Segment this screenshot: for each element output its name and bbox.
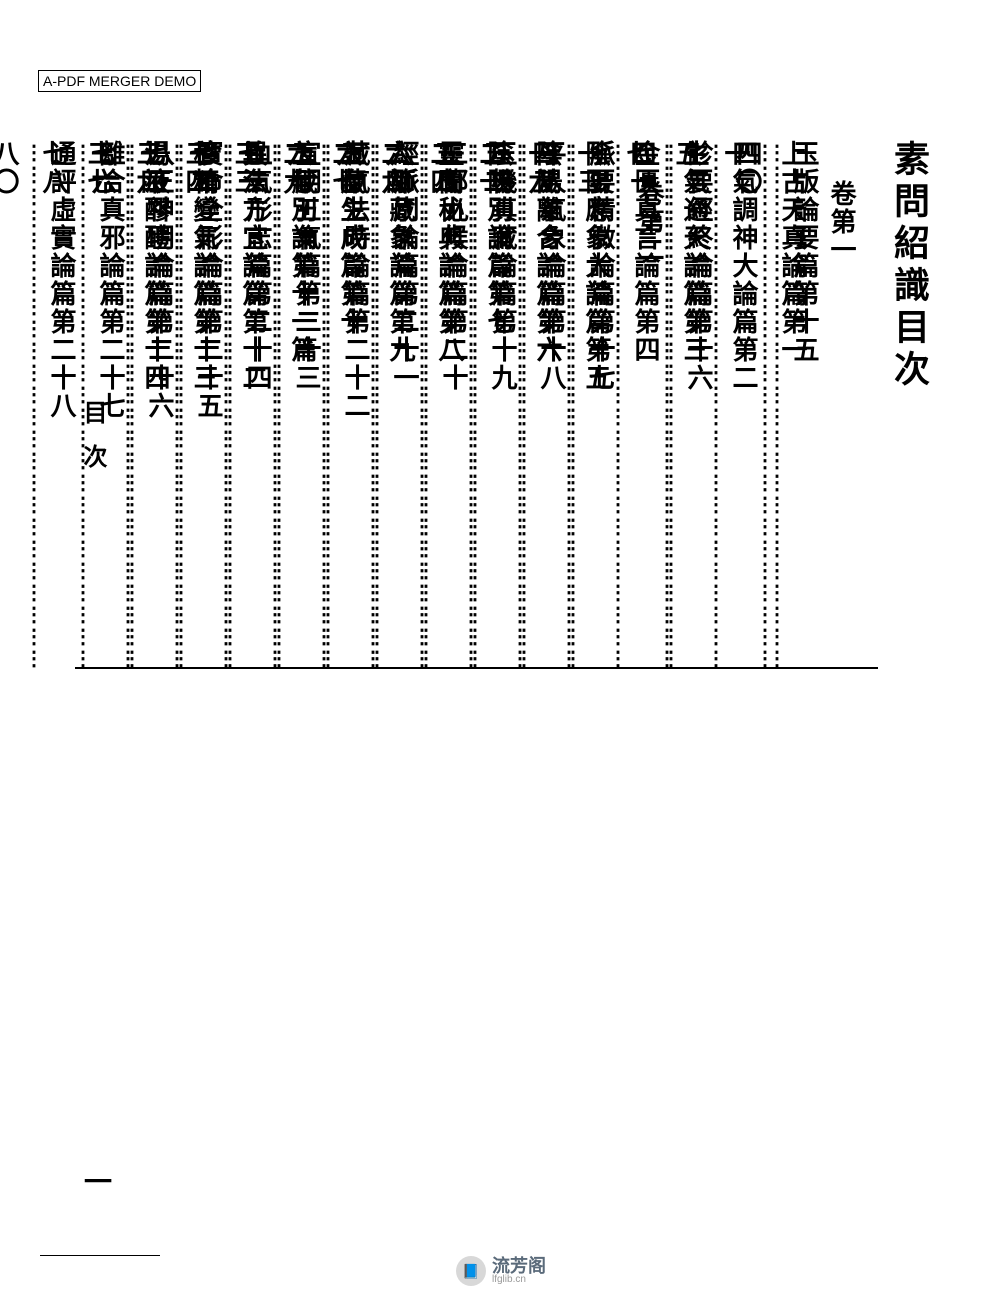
side-label: 目次 <box>75 400 110 488</box>
entry-title: 陰陽別論篇第七 <box>480 140 517 670</box>
toc-column: 靈蘭秘典論篇第八⋮⋮⋮⋮⋮⋮⋮⋮⋮⋮⋮⋮⋮⋮⋮⋮⋮⋮⋮⋮⋮⋮⋮⋮⋮⋮⋮⋮⋮⋮⋮⋮… <box>419 140 468 1200</box>
toc-column: 卷第一玉版論要篇第十五⋮⋮⋮⋮⋮⋮⋮⋮⋮⋮⋮⋮⋮⋮⋮⋮⋮⋮⋮⋮⋮⋮⋮⋮⋮⋮⋮⋮⋮… <box>811 140 860 1200</box>
footer-text: 流芳阁 lfglib.cn <box>492 1257 546 1285</box>
entry-page: 八〇 <box>0 140 23 670</box>
entry-title: 金匱真言論篇第四 <box>627 140 664 670</box>
toc-column: 五藏生成篇第十⋮⋮⋮⋮⋮⋮⋮⋮⋮⋮⋮⋮⋮⋮⋮⋮⋮⋮⋮⋮⋮⋮⋮⋮⋮⋮⋮⋮⋮⋮⋮⋮⋮… <box>321 140 370 1200</box>
toc-column: 上古天真論篇第一⋮⋮⋮⋮⋮⋮⋮⋮⋮⋮⋮⋮⋮⋮⋮⋮⋮⋮⋮⋮⋮⋮⋮⋮⋮⋮⋮⋮⋮⋮⋮⋮… <box>762 140 811 1200</box>
book-title: 素問紹識目次 <box>887 140 935 392</box>
entry-title: 陰陽離合論篇第六 <box>529 140 566 670</box>
entry-title: 異法方宜論篇第十二 <box>235 140 272 670</box>
entry-title: 生氣通天論篇第三 <box>676 140 713 670</box>
entry-title: 陰陽應象大論篇第五 <box>578 140 615 670</box>
entry-title: 湯液醪醴論篇第十四 <box>137 140 174 670</box>
footer-logo: 📘 流芳阁 lfglib.cn <box>456 1256 546 1286</box>
page-number-indicator: 一 <box>75 1167 115 1195</box>
entry-title: 五藏別論第十一篇 <box>284 140 321 670</box>
entry-title: 六節藏象論篇第九 <box>382 140 419 670</box>
toc-column: 湯液醪醴論篇第十四⋮⋮⋮⋮⋮⋮⋮⋮⋮⋮⋮⋮⋮⋮⋮⋮⋮⋮⋮⋮⋮⋮⋮⋮⋮⋮⋮⋮⋮⋮⋮… <box>125 140 174 1200</box>
horizontal-divider <box>75 667 878 669</box>
volume-heading: 卷第一 <box>827 180 856 264</box>
toc-column: 陰陽離合論篇第六⋮⋮⋮⋮⋮⋮⋮⋮⋮⋮⋮⋮⋮⋮⋮⋮⋮⋮⋮⋮⋮⋮⋮⋮⋮⋮⋮⋮⋮⋮⋮⋮… <box>517 140 566 1200</box>
toc-column: 金匱真言論篇第四⋮⋮⋮⋮⋮⋮⋮⋮⋮⋮⋮⋮⋮⋮⋮⋮⋮⋮⋮⋮⋮⋮⋮⋮⋮⋮⋮⋮⋮⋮⋮⋮… <box>615 140 664 1200</box>
leader-dots: ⋮⋮⋮⋮⋮⋮⋮⋮⋮⋮⋮⋮⋮⋮⋮⋮⋮⋮⋮⋮⋮⋮⋮⋮⋮⋮⋮⋮⋮⋮⋮⋮⋮⋮⋮⋮⋮⋮⋮⋮ <box>117 140 137 670</box>
toc-columns: 卷第一玉版論要篇第十五⋮⋮⋮⋮⋮⋮⋮⋮⋮⋮⋮⋮⋮⋮⋮⋮⋮⋮⋮⋮⋮⋮⋮⋮⋮⋮⋮⋮⋮… <box>125 140 860 1200</box>
page-frame: 素問紹識目次 卷第一玉版論要篇第十五⋮⋮⋮⋮⋮⋮⋮⋮⋮⋮⋮⋮⋮⋮⋮⋮⋮⋮⋮⋮⋮⋮… <box>75 140 935 1200</box>
toc-column: 異法方宜論篇第十二⋮⋮⋮⋮⋮⋮⋮⋮⋮⋮⋮⋮⋮⋮⋮⋮⋮⋮⋮⋮⋮⋮⋮⋮⋮⋮⋮⋮⋮⋮⋮… <box>223 140 272 1200</box>
entry-title: 五藏生成篇第十 <box>333 140 370 670</box>
toc-column: 生氣通天論篇第三⋮⋮⋮⋮⋮⋮⋮⋮⋮⋮⋮⋮⋮⋮⋮⋮⋮⋮⋮⋮⋮⋮⋮⋮⋮⋮⋮⋮⋮⋮⋮⋮… <box>664 140 713 1200</box>
toc-column: 移精變氣論篇第十三⋮⋮⋮⋮⋮⋮⋮⋮⋮⋮⋮⋮⋮⋮⋮⋮⋮⋮⋮⋮⋮⋮⋮⋮⋮⋮⋮⋮⋮⋮⋮… <box>174 140 223 1200</box>
footer-en: lfglib.cn <box>492 1275 546 1285</box>
toc-entry: 通評虛實論篇第二十八⋮⋮⋮⋮⋮⋮⋮⋮⋮⋮⋮⋮⋮⋮⋮⋮⋮⋮⋮⋮⋮⋮⋮⋮⋮⋮⋮⋮⋮⋮… <box>0 140 80 670</box>
toc-column: 四氣調神大論篇第二⋮⋮⋮⋮⋮⋮⋮⋮⋮⋮⋮⋮⋮⋮⋮⋮⋮⋮⋮⋮⋮⋮⋮⋮⋮⋮⋮⋮⋮⋮⋮… <box>713 140 762 1200</box>
entry-title: 上古天真論篇第一 <box>774 140 811 670</box>
watermark-banner: A-PDF MERGER DEMO <box>38 70 201 92</box>
toc-entry: 卷第一 <box>823 140 860 670</box>
book-icon: 📘 <box>456 1256 486 1286</box>
footer-cn: 流芳阁 <box>492 1257 546 1275</box>
entry-title: 靈蘭秘典論篇第八 <box>431 140 468 670</box>
toc-column: 五藏別論第十一篇⋮⋮⋮⋮⋮⋮⋮⋮⋮⋮⋮⋮⋮⋮⋮⋮⋮⋮⋮⋮⋮⋮⋮⋮⋮⋮⋮⋮⋮⋮⋮⋮… <box>272 140 321 1200</box>
bottom-rule <box>40 1255 160 1256</box>
toc-column: 六節藏象論篇第九⋮⋮⋮⋮⋮⋮⋮⋮⋮⋮⋮⋮⋮⋮⋮⋮⋮⋮⋮⋮⋮⋮⋮⋮⋮⋮⋮⋮⋮⋮⋮⋮… <box>370 140 419 1200</box>
entry-title: 移精變氣論篇第十三 <box>186 140 223 670</box>
leader-dots: ⋮⋮⋮⋮⋮⋮⋮⋮⋮⋮⋮⋮⋮⋮⋮⋮⋮⋮⋮⋮⋮⋮⋮⋮⋮⋮⋮⋮⋮⋮⋮⋮⋮⋮⋮⋮⋮⋮⋮⋮ <box>23 140 43 670</box>
toc-column: 陰陽別論篇第七⋮⋮⋮⋮⋮⋮⋮⋮⋮⋮⋮⋮⋮⋮⋮⋮⋮⋮⋮⋮⋮⋮⋮⋮⋮⋮⋮⋮⋮⋮⋮⋮⋮… <box>468 140 517 1200</box>
entry-title: 四氣調神大論篇第二 <box>725 140 762 670</box>
toc-column: 陰陽應象大論篇第五⋮⋮⋮⋮⋮⋮⋮⋮⋮⋮⋮⋮⋮⋮⋮⋮⋮⋮⋮⋮⋮⋮⋮⋮⋮⋮⋮⋮⋮⋮⋮… <box>566 140 615 1200</box>
